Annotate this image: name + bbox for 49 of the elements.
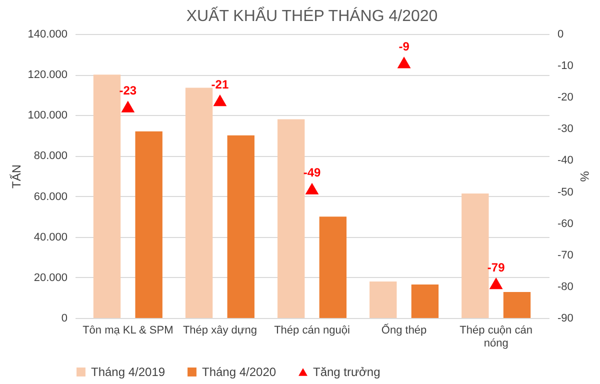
bar — [503, 292, 531, 318]
bar — [319, 216, 347, 318]
y-tick-label: 80.000 — [34, 150, 68, 162]
x-tick-label: Thép xây dựng — [182, 324, 257, 336]
data-label: -23 — [119, 84, 137, 98]
y-tick-label: 20.000 — [34, 272, 68, 284]
y2-tick-label: -10 — [558, 60, 574, 72]
y-tick-label: 140.000 — [28, 28, 68, 40]
y-tick-label: 0 — [61, 312, 68, 324]
x-tick-label: Thép cuộn cán nóng — [460, 324, 532, 350]
data-label: -79 — [487, 260, 506, 274]
y2-tick-label: -50 — [558, 186, 574, 198]
bar — [227, 135, 254, 318]
data-label: -21 — [211, 77, 229, 92]
point — [213, 94, 227, 106]
y2-tick-label: -90 — [558, 312, 574, 324]
y2-tick-label: -30 — [558, 123, 574, 136]
y2-axis-title: % — [577, 171, 592, 182]
data-label: -9 — [398, 39, 410, 54]
y2-tick-label: -40 — [558, 154, 574, 167]
y2-tick-label: -80 — [558, 280, 574, 293]
bar — [93, 74, 121, 318]
y-tick-label: 60.000 — [34, 190, 68, 203]
point — [397, 56, 411, 68]
y2-tick-label: -70 — [558, 249, 574, 262]
x-tick-label: Thép cán nguội — [274, 324, 350, 336]
y2-tick-label: -20 — [558, 92, 574, 104]
bar — [370, 281, 397, 318]
bar — [462, 193, 489, 318]
y-tick-label: 120.000 — [28, 69, 68, 82]
bar — [411, 284, 439, 318]
y-tick-label: 40.000 — [34, 231, 68, 244]
point — [121, 100, 135, 112]
bar — [185, 88, 213, 318]
legend-label: Tháng 4/2020 — [202, 365, 276, 379]
bar — [135, 131, 162, 318]
point — [305, 182, 319, 194]
data-label: -49 — [303, 166, 321, 180]
x-tick-label: Ống thép — [381, 324, 427, 336]
chart-title: XUẤT KHẨU THÉP THÁNG 4/2020 — [186, 6, 438, 25]
y2-tick-label: -60 — [558, 218, 574, 230]
bar — [277, 119, 305, 318]
y-axis-title: TẤN — [10, 164, 24, 188]
legend-label: Tháng 4/2019 — [91, 365, 166, 379]
point — [489, 277, 503, 290]
legend-label: Tăng trưởng — [313, 365, 380, 379]
x-tick-label: Tôn mạ KL & SPM — [82, 324, 174, 336]
y-tick-label: 100.000 — [28, 110, 68, 122]
y2-tick-label: 0 — [558, 28, 564, 40]
